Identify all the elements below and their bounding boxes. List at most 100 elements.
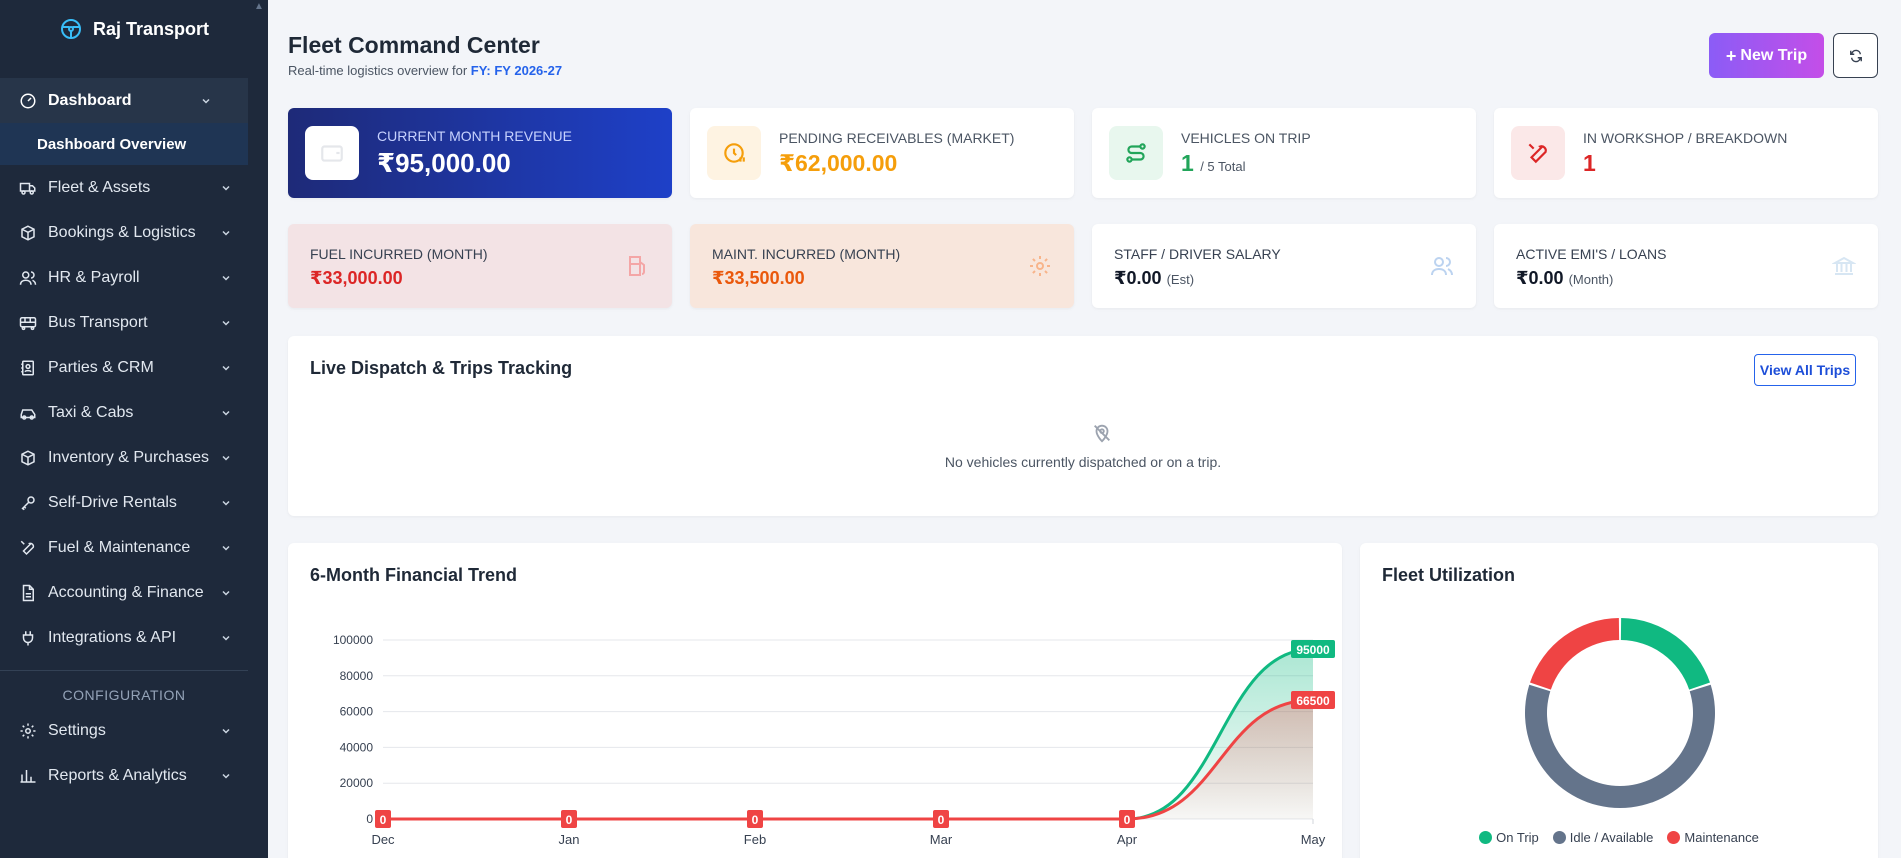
x-tick-label: Feb: [744, 832, 766, 847]
sidebar: ▲ Raj Transport Dashboard Dashboard Over…: [0, 0, 268, 858]
series-line: [383, 647, 1314, 821]
data-label: 0: [566, 813, 573, 827]
chevron-down-icon: [222, 773, 230, 779]
fleet-utilization-panel: Fleet Utilization On Trip Idle / Availab…: [1360, 543, 1878, 858]
plug-icon: [18, 628, 38, 648]
legend-item-on-trip[interactable]: On Trip: [1479, 830, 1539, 845]
y-tick-label: 80000: [340, 669, 374, 683]
kpi-pending-receivables[interactable]: PENDING RECEIVABLES (MARKET) ₹62,000.00: [690, 108, 1074, 198]
legend-item-maintenance[interactable]: Maintenance: [1667, 830, 1759, 845]
sidebar-item-bus[interactable]: Bus Transport: [0, 300, 268, 345]
kpi-amount: ₹0.00: [1114, 268, 1162, 288]
chevron-down-icon: [222, 728, 230, 734]
wrench-icon: [18, 538, 38, 558]
users-icon: [1431, 257, 1453, 276]
kpi-in-workshop[interactable]: IN WORKSHOP / BREAKDOWN 1: [1494, 108, 1878, 198]
sidebar-item-label: Reports & Analytics: [48, 766, 187, 784]
view-all-trips-button[interactable]: View All Trips: [1754, 354, 1856, 386]
file-text-icon: [18, 583, 38, 603]
chevron-down-icon: [222, 500, 230, 506]
bar-chart-icon: [18, 766, 38, 786]
receivables-icon-box: [707, 126, 761, 180]
financial-trend-chart: 0 20000 40000 60000 80000 100000 Dec Jan Feb Mar A…: [333, 633, 1335, 847]
kpi-maint-incurred[interactable]: MAINT. INCURRED (MONTH) ₹33,500.00: [690, 224, 1074, 308]
kpi-active-emi[interactable]: ACTIVE EMI'S / LOANS ₹0.00 (Month): [1494, 224, 1878, 308]
sidebar-item-inventory[interactable]: Inventory & Purchases: [0, 435, 268, 480]
kpi-label: FUEL INCURRED (MONTH): [310, 246, 488, 262]
data-label-bg: [1291, 639, 1335, 658]
sidebar-item-dashboard[interactable]: Dashboard: [0, 78, 248, 123]
fiscal-year[interactable]: FY: FY 2026-27: [470, 63, 563, 78]
trip-icon-box: [1109, 126, 1163, 180]
sidebar-item-parties[interactable]: Parties & CRM: [0, 345, 268, 390]
data-label: 0: [938, 813, 945, 827]
contacts-book-icon: [18, 358, 38, 378]
legend-swatch: [1552, 831, 1566, 844]
new-trip-label: New Trip: [1740, 46, 1808, 64]
fleet-legend: On Trip Idle / Available Maintenance: [1360, 830, 1878, 845]
subtitle-prefix: Real-time logistics overview for: [288, 63, 471, 78]
chevron-down-icon: [222, 275, 230, 281]
location-off-icon: [1094, 424, 1110, 443]
series-line: [383, 698, 1314, 821]
chevron-down-icon: [222, 590, 230, 596]
sidebar-item-accounting[interactable]: Accounting & Finance: [0, 570, 268, 615]
sidebar-item-fleet[interactable]: Fleet & Assets: [0, 165, 268, 210]
fleet-title: Fleet Utilization: [1382, 565, 1516, 585]
data-label-bg: [1119, 810, 1135, 828]
sidebar-subitem-dashboard-overview[interactable]: Dashboard Overview: [0, 123, 248, 165]
scroll-up-arrow[interactable]: ▲: [254, 1, 264, 12]
kpi-current-month-revenue[interactable]: CURRENT MONTH REVENUE ₹95,000.00: [288, 108, 672, 198]
x-tick-label: Apr: [1117, 832, 1138, 847]
y-tick-label: 40000: [340, 740, 374, 754]
data-label: 66500: [1296, 694, 1330, 708]
new-trip-button[interactable]: + New Trip: [1709, 33, 1824, 78]
sidebar-item-integrations[interactable]: Integrations & API: [0, 615, 268, 660]
donut-slice: [1620, 618, 1710, 690]
wrench-icon: [1528, 143, 1547, 164]
bank-icon: [1832, 256, 1856, 275]
wallet-icon: [321, 145, 343, 162]
sidebar-item-label: Fuel & Maintenance: [48, 538, 191, 556]
brand-name: Raj Transport: [92, 18, 210, 39]
dispatch-panel: Live Dispatch & Trips Tracking View All …: [288, 336, 1878, 516]
legend-item-idle[interactable]: Idle / Available: [1552, 830, 1654, 845]
sidebar-item-bookings[interactable]: Bookings & Logistics: [0, 210, 268, 255]
dispatch-title: Live Dispatch & Trips Tracking: [310, 358, 573, 378]
kpi-vehicles-on-trip[interactable]: VEHICLES ON TRIP 1 / 5 Total: [1092, 108, 1476, 198]
legend-swatch: [1667, 831, 1681, 844]
kpi-value: 1: [1583, 149, 1596, 176]
kpi-amount: ₹0.00: [1516, 268, 1564, 288]
sidebar-section-configuration: CONFIGURATION: [0, 670, 248, 708]
sidebar-item-hr[interactable]: HR & Payroll: [0, 255, 268, 300]
sidebar-item-taxi[interactable]: Taxi & Cabs: [0, 390, 268, 435]
legend-label: Idle / Available: [1569, 830, 1654, 845]
sidebar-item-selfdrive[interactable]: Self-Drive Rentals: [0, 480, 268, 525]
kpi-staff-salary[interactable]: STAFF / DRIVER SALARY ₹0.00 (Est): [1092, 224, 1476, 308]
legend-label: On Trip: [1496, 830, 1539, 845]
data-label-bg: [375, 810, 391, 828]
kpi-fuel-incurred[interactable]: FUEL INCURRED (MONTH) ₹33,000.00: [288, 224, 672, 308]
gear-icon: [18, 721, 38, 741]
sidebar-item-fuel[interactable]: Fuel & Maintenance: [0, 525, 268, 570]
data-label: 0: [1124, 813, 1131, 827]
sidebar-item-settings[interactable]: Settings: [0, 708, 268, 753]
data-label-bg: [1291, 690, 1335, 709]
brand[interactable]: Raj Transport: [0, 0, 268, 58]
kpi-label: ACTIVE EMI'S / LOANS: [1516, 246, 1667, 262]
refresh-button[interactable]: [1833, 33, 1878, 78]
empty-state-text: No vehicles currently dispatched or on a…: [944, 454, 1222, 470]
kpi-value: ₹95,000.00: [377, 147, 511, 178]
financial-trend-panel: 6-Month Financial Trend 0 20000 40000 60000…: [288, 543, 1342, 858]
chevron-down-icon: [222, 635, 230, 641]
sidebar-item-reports[interactable]: Reports & Analytics: [0, 753, 268, 798]
kpi-value: ₹0.00 (Month): [1516, 268, 1856, 289]
box-icon: [18, 223, 38, 243]
sidebar-item-label: Bookings & Logistics: [48, 223, 196, 241]
donut-slice: [1530, 618, 1620, 690]
kpi-number: 1: [1181, 149, 1194, 176]
sidebar-item-label: Dashboard: [48, 91, 132, 109]
chevron-down-icon: [222, 365, 230, 371]
y-tick-label: 60000: [340, 705, 374, 719]
plus-icon: +: [1725, 45, 1737, 66]
